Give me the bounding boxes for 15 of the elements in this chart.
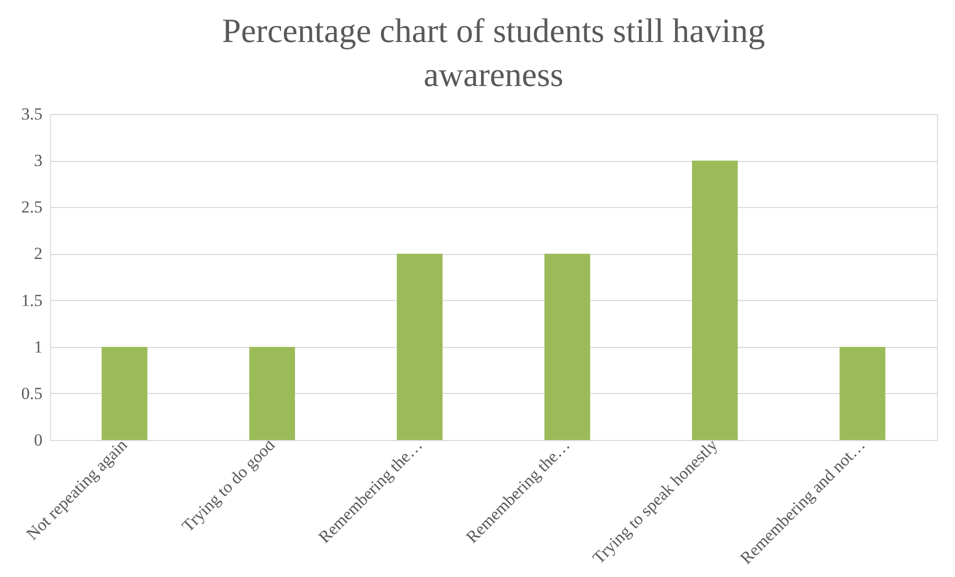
bar: [249, 346, 295, 440]
y-tick-label: 2: [34, 244, 42, 264]
bar: [544, 254, 590, 440]
y-tick-label: 1.5: [21, 290, 42, 310]
bar: [692, 160, 738, 440]
chart-title: Percentage chart of students still having awareness: [222, 13, 765, 94]
y-tick-label: 2.5: [21, 198, 42, 217]
y-tick-label: 0: [34, 430, 42, 450]
bar: [102, 346, 148, 440]
bar: [396, 254, 443, 440]
y-tick-label: 3.5: [21, 104, 42, 124]
y-tick-label: 3: [34, 151, 42, 170]
y-tick-label: 1: [34, 337, 42, 356]
y-tick-label: 0.5: [21, 384, 42, 403]
bar: [840, 346, 886, 440]
